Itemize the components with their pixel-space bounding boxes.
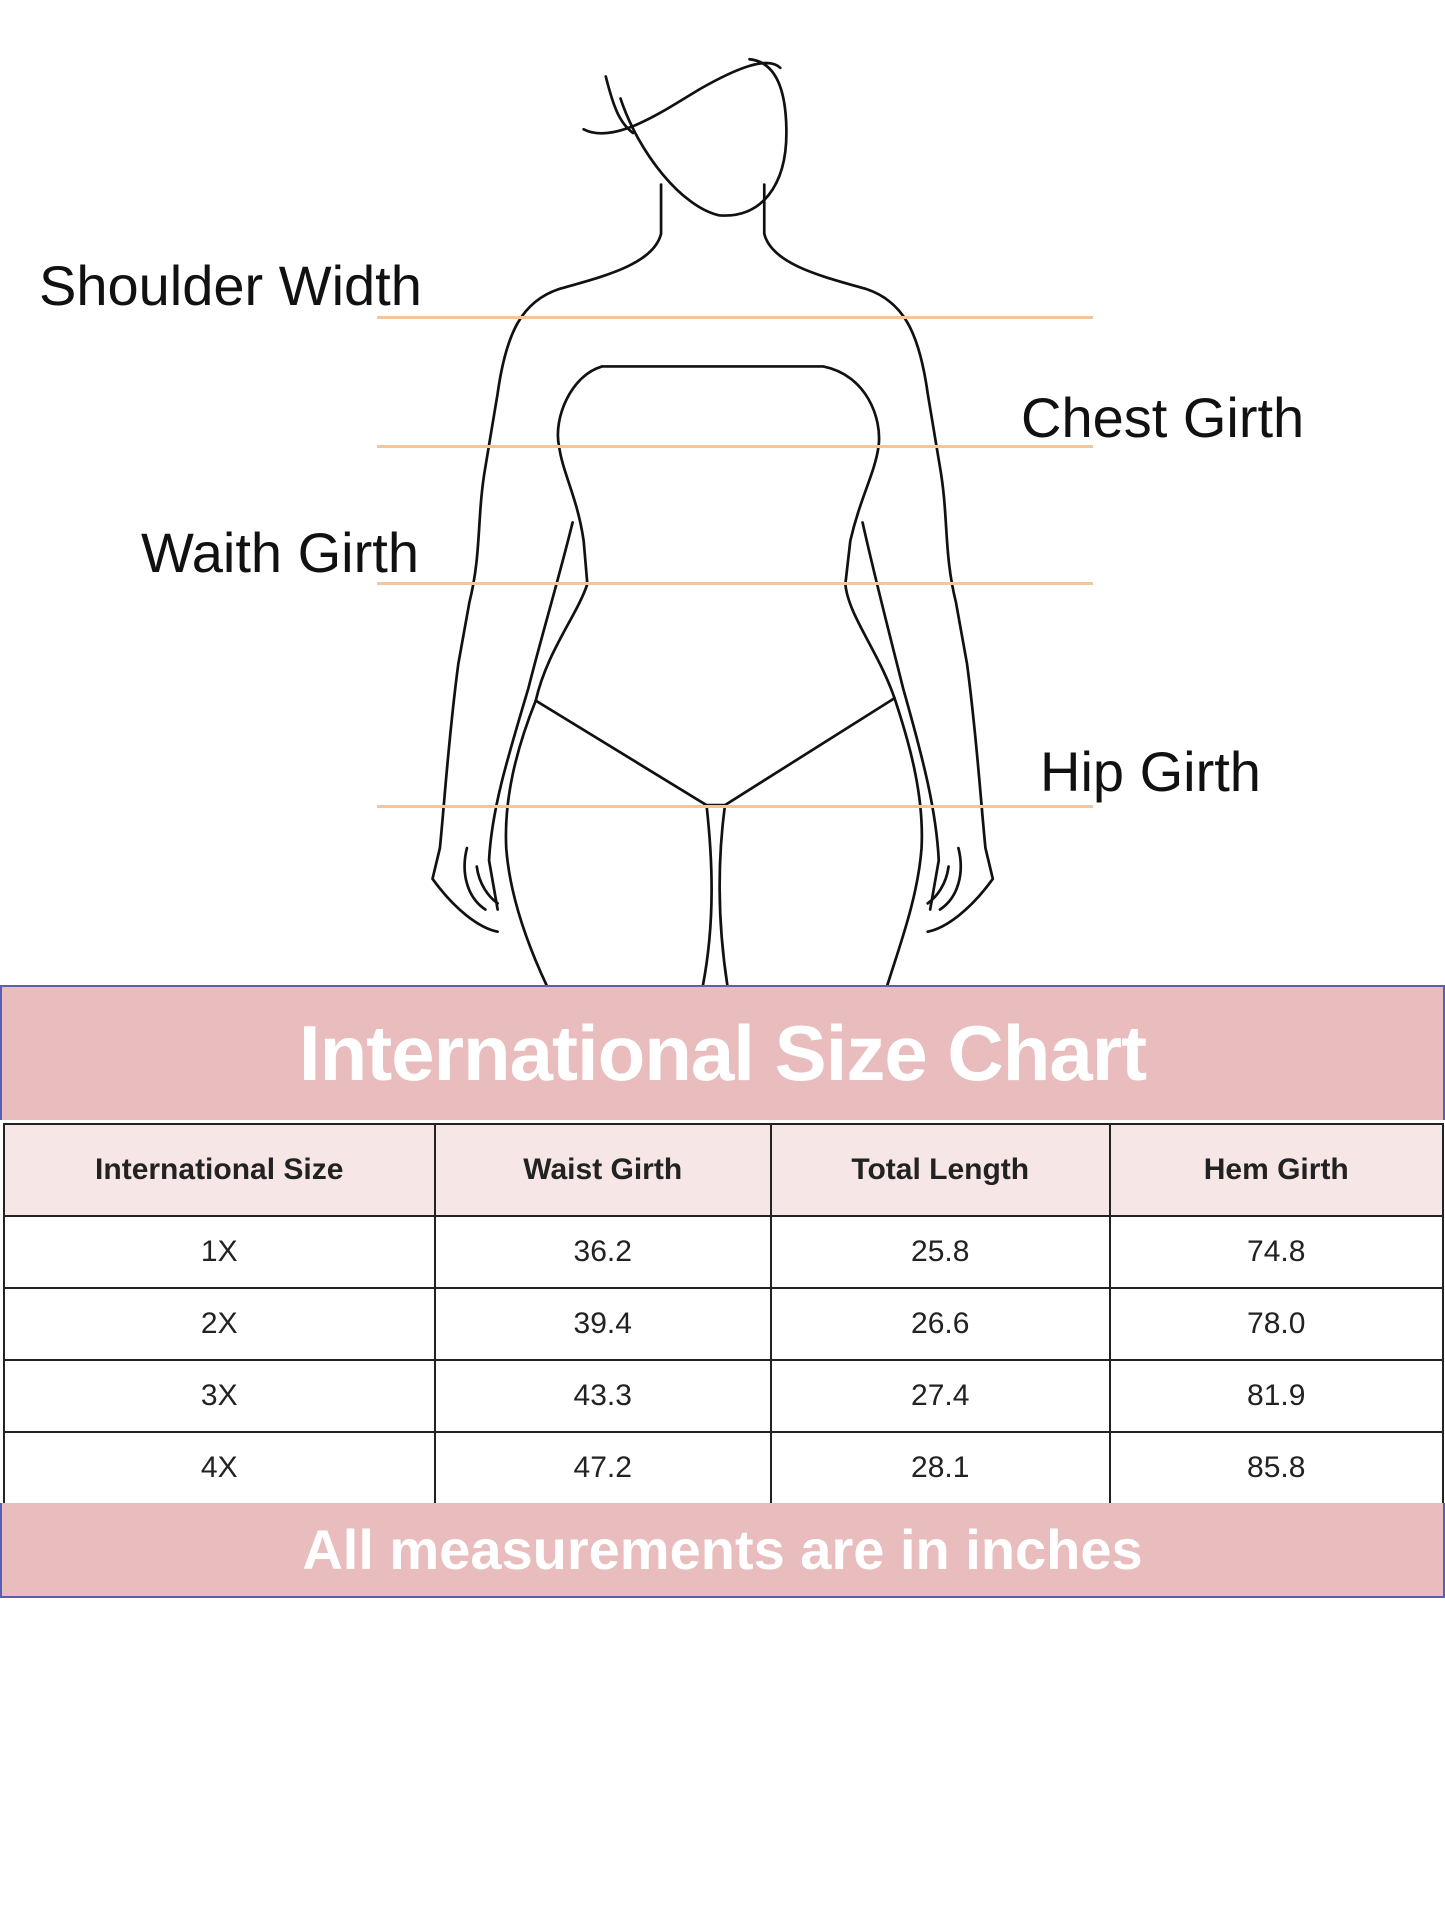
- header-waist-girth: Waist Girth: [433, 1123, 772, 1217]
- cell-hem: 74.8: [1108, 1215, 1444, 1289]
- cell-hem: 78.0: [1108, 1287, 1444, 1361]
- left-side: [431, 183, 663, 934]
- table-header-row: International Size Waist Girth Total Len…: [3, 1123, 1444, 1217]
- header-total-length: Total Length: [769, 1123, 1111, 1217]
- cell-size: 3X: [3, 1359, 436, 1433]
- table-row: 2X 39.4 26.6 78.0: [3, 1287, 1444, 1361]
- waist-girth-label: Waith Girth: [141, 521, 419, 584]
- cell-hem: 85.8: [1108, 1431, 1444, 1505]
- top-garment: [534, 365, 896, 703]
- size-chart-title: International Size Chart: [0, 985, 1445, 1120]
- waist-measure-line: [377, 582, 1093, 585]
- table-row: 4X 47.2 28.1 85.8: [3, 1431, 1444, 1505]
- cell-size: 2X: [3, 1287, 436, 1361]
- units-footer: All measurements are in inches: [0, 1503, 1445, 1598]
- cell-length: 28.1: [769, 1431, 1111, 1505]
- right-hand: [926, 846, 963, 911]
- cell-length: 25.8: [769, 1215, 1111, 1289]
- cell-size: 1X: [3, 1215, 436, 1289]
- head: [619, 57, 788, 217]
- hip-girth-label: Hip Girth: [1040, 740, 1261, 803]
- cell-length: 27.4: [769, 1359, 1111, 1433]
- right-side: [762, 183, 995, 934]
- cell-length: 26.6: [769, 1287, 1111, 1361]
- header-hem-girth: Hem Girth: [1108, 1123, 1444, 1217]
- chest-girth-label: Chest Girth: [1021, 386, 1305, 449]
- cell-waist: 36.2: [433, 1215, 772, 1289]
- table-row: 3X 43.3 27.4 81.9: [3, 1359, 1444, 1433]
- cell-waist: 43.3: [433, 1359, 772, 1433]
- hip-measure-line: [377, 805, 1093, 808]
- body-outline-illustration: [431, 57, 995, 986]
- table-row: 1X 36.2 25.8 74.8: [3, 1215, 1444, 1289]
- cell-waist: 39.4: [433, 1287, 772, 1361]
- shoulder-width-label: Shoulder Width: [39, 254, 422, 317]
- header-international-size: International Size: [3, 1123, 436, 1217]
- bottom-garment: [534, 696, 896, 807]
- shoulder-measure-line: [377, 316, 1093, 319]
- body-measurement-figure: Shoulder Width Chest Girth Waith Girth H…: [39, 57, 1305, 986]
- right-inner-arm: [861, 521, 941, 911]
- cell-waist: 47.2: [433, 1431, 772, 1505]
- size-chart: International Size Chart International S…: [0, 985, 1445, 1600]
- left-leg: [504, 699, 713, 986]
- chest-measure-line: [377, 445, 1093, 448]
- cell-hem: 81.9: [1108, 1359, 1444, 1433]
- size-table: International Size Waist Girth Total Len…: [3, 1123, 1444, 1505]
- hair-strand: [582, 61, 782, 135]
- cell-size: 4X: [3, 1431, 436, 1505]
- right-leg: [718, 696, 924, 986]
- left-inner-arm: [487, 521, 574, 911]
